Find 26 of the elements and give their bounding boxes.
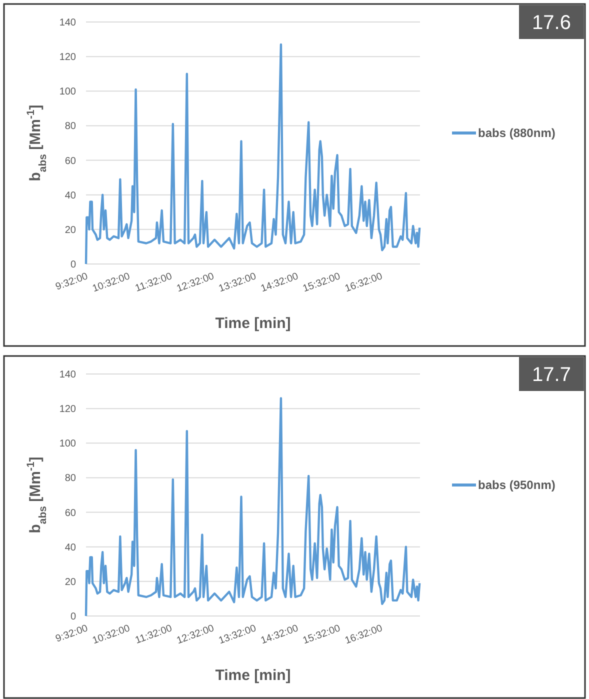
x-tick-label: 9:32:00 <box>54 622 90 645</box>
line-series <box>84 43 421 266</box>
x-axis-title: Time [min] <box>215 315 291 332</box>
y-tick-label: 120 <box>59 404 76 416</box>
text: 17.7 <box>532 364 571 386</box>
y-tick-label: 40 <box>64 190 76 202</box>
line-series <box>84 397 421 618</box>
x-tick-label: 9:32:00 <box>54 270 90 293</box>
legend-label: babs (950nm) <box>478 478 556 492</box>
y-tick-label: 60 <box>64 508 76 519</box>
y-tick-label: 140 <box>59 18 76 28</box>
y-tick-label: 0 <box>70 612 76 622</box>
text: 17.6 <box>532 12 571 34</box>
y-tick-label: 80 <box>64 121 76 132</box>
y-tick-label: 100 <box>59 86 76 98</box>
y-tick-label: 0 <box>70 260 76 270</box>
y-tick-label: 80 <box>64 473 76 484</box>
y-tick-label: 40 <box>64 542 76 554</box>
x-axis-title: Time [min] <box>215 667 291 684</box>
y-tick-label: 20 <box>64 576 76 588</box>
y-tick-label: 60 <box>64 156 76 167</box>
legend-label: babs (880nm) <box>478 126 556 140</box>
y-tick-label: 100 <box>59 438 76 450</box>
y-tick-label: 140 <box>59 370 76 380</box>
y-tick-label: 120 <box>59 52 76 64</box>
y-tick-label: 20 <box>64 224 76 236</box>
